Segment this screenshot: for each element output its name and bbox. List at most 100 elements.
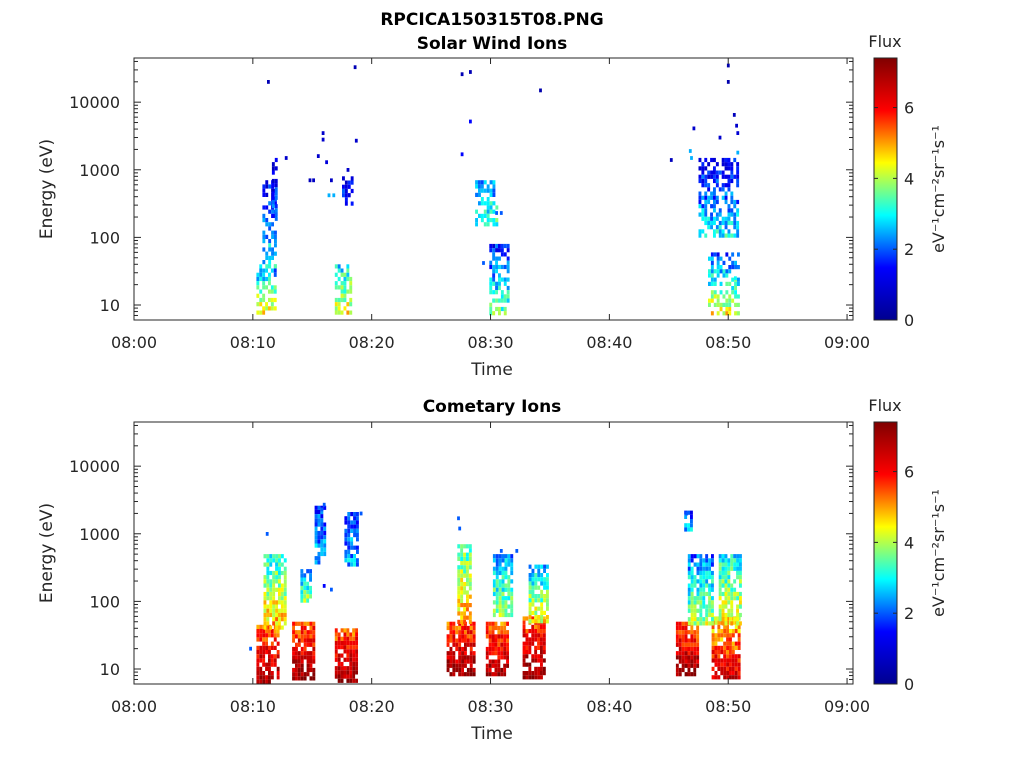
- x-tick-label: 09:00: [824, 333, 870, 352]
- heatmap-cell: [270, 289, 274, 294]
- heatmap-cell: [483, 201, 487, 206]
- heatmap-cell: [737, 624, 741, 629]
- heatmap-cell: [696, 663, 700, 668]
- heatmap-cell: [468, 594, 472, 599]
- x-tick-label: 09:00: [824, 697, 870, 716]
- heatmap-cell: [710, 265, 714, 270]
- heatmap-cell: [495, 290, 498, 295]
- heatmap-cell: [271, 230, 274, 235]
- heatmap-cell: [346, 645, 350, 650]
- heatmap-point: [692, 126, 696, 131]
- x-tick-label: 08:20: [349, 333, 395, 352]
- heatmap-cell: [537, 598, 541, 603]
- heatmap-cell: [504, 558, 508, 563]
- heatmap-cell: [504, 575, 508, 580]
- heatmap-cell: [531, 641, 535, 646]
- heatmap-cell: [721, 229, 725, 234]
- heatmap-cell: [323, 526, 327, 531]
- heatmap-cell: [495, 264, 498, 270]
- heatmap-cell: [317, 551, 321, 557]
- heatmap-cell: [503, 298, 507, 303]
- heatmap-cell: [265, 268, 268, 273]
- heatmap-cell: [455, 630, 459, 635]
- heatmap-cell: [458, 651, 462, 656]
- heatmap-cell: [693, 663, 697, 668]
- heatmap-cell: [718, 579, 722, 584]
- heatmap-cell: [266, 554, 270, 559]
- heatmap-cell: [721, 566, 725, 571]
- heatmap-cell: [280, 591, 284, 597]
- heatmap-cell: [721, 558, 725, 563]
- heatmap-cell: [702, 583, 706, 588]
- heatmap-cell: [546, 619, 549, 624]
- heatmap-cell: [540, 641, 543, 646]
- heatmap-cell: [300, 646, 304, 652]
- heatmap-cell: [503, 634, 507, 639]
- heatmap-cell: [728, 307, 732, 312]
- heatmap-cell: [495, 205, 499, 210]
- heatmap-cell: [721, 170, 725, 175]
- heatmap-cell: [704, 204, 708, 209]
- heatmap-cell: [495, 243, 498, 249]
- heatmap-cell: [705, 562, 709, 567]
- heatmap-cell: [346, 264, 350, 269]
- heatmap-cell: [259, 650, 263, 655]
- heatmap-cell: [468, 556, 472, 561]
- heatmap-cell: [717, 662, 721, 667]
- heatmap-cell: [466, 569, 469, 574]
- heatmap-cell: [256, 679, 260, 684]
- heatmap-cell: [478, 180, 481, 185]
- heatmap-cell: [480, 218, 484, 223]
- heatmap-cell: [690, 596, 694, 601]
- heatmap-cell: [283, 587, 287, 592]
- heatmap-cell: [690, 634, 694, 639]
- heatmap-cell: [356, 516, 359, 521]
- heatmap-cell: [705, 575, 709, 580]
- heatmap-cell: [687, 600, 691, 605]
- heatmap-cell: [726, 662, 729, 667]
- heatmap-cell: [314, 505, 318, 510]
- heatmap-cell: [730, 562, 734, 567]
- heatmap-point: [359, 511, 363, 516]
- figure-title: RPCICA150315T08.PNG: [380, 10, 603, 30]
- heatmap-cell: [489, 188, 493, 193]
- heatmap-cell: [725, 281, 729, 286]
- heatmap-cell: [696, 621, 700, 626]
- heatmap-cell: [736, 554, 739, 559]
- heatmap-cell: [463, 603, 466, 608]
- heatmap-cell: [698, 191, 702, 196]
- heatmap-cell: [347, 545, 351, 550]
- heatmap-cell: [718, 212, 722, 217]
- heatmap-cell: [259, 671, 263, 676]
- heatmap-cell: [705, 558, 709, 563]
- heatmap-cell: [737, 671, 741, 676]
- heatmap-cell: [702, 575, 706, 580]
- heatmap-cell: [268, 184, 272, 189]
- heatmap-cell: [687, 617, 691, 622]
- heatmap-cell: [356, 562, 359, 567]
- heatmap-cell: [723, 671, 727, 676]
- heatmap-cell: [320, 514, 324, 519]
- heatmap-cell: [734, 658, 738, 663]
- heatmap-cell: [507, 554, 511, 559]
- heatmap-cell: [472, 625, 476, 631]
- heatmap-cell: [460, 615, 464, 620]
- heatmap-cell: [729, 658, 732, 663]
- heatmap-cell: [278, 625, 281, 630]
- heatmap-cell: [528, 594, 532, 599]
- heatmap-cell: [300, 634, 304, 639]
- heatmap-cell: [739, 596, 742, 601]
- heatmap-cell: [699, 596, 703, 601]
- colorbar-title: Flux: [868, 396, 901, 415]
- heatmap-cell: [343, 272, 347, 277]
- heatmap-cell: [259, 654, 263, 659]
- heatmap-cell: [734, 675, 738, 680]
- heatmap-cell: [295, 667, 298, 673]
- heatmap-cell: [460, 598, 464, 603]
- heatmap-cell: [710, 216, 713, 221]
- heatmap-cell: [457, 552, 461, 557]
- heatmap-cell: [349, 653, 353, 658]
- heatmap-cell: [497, 672, 501, 677]
- heatmap-cell: [278, 621, 281, 626]
- heatmap-cell: [675, 651, 679, 656]
